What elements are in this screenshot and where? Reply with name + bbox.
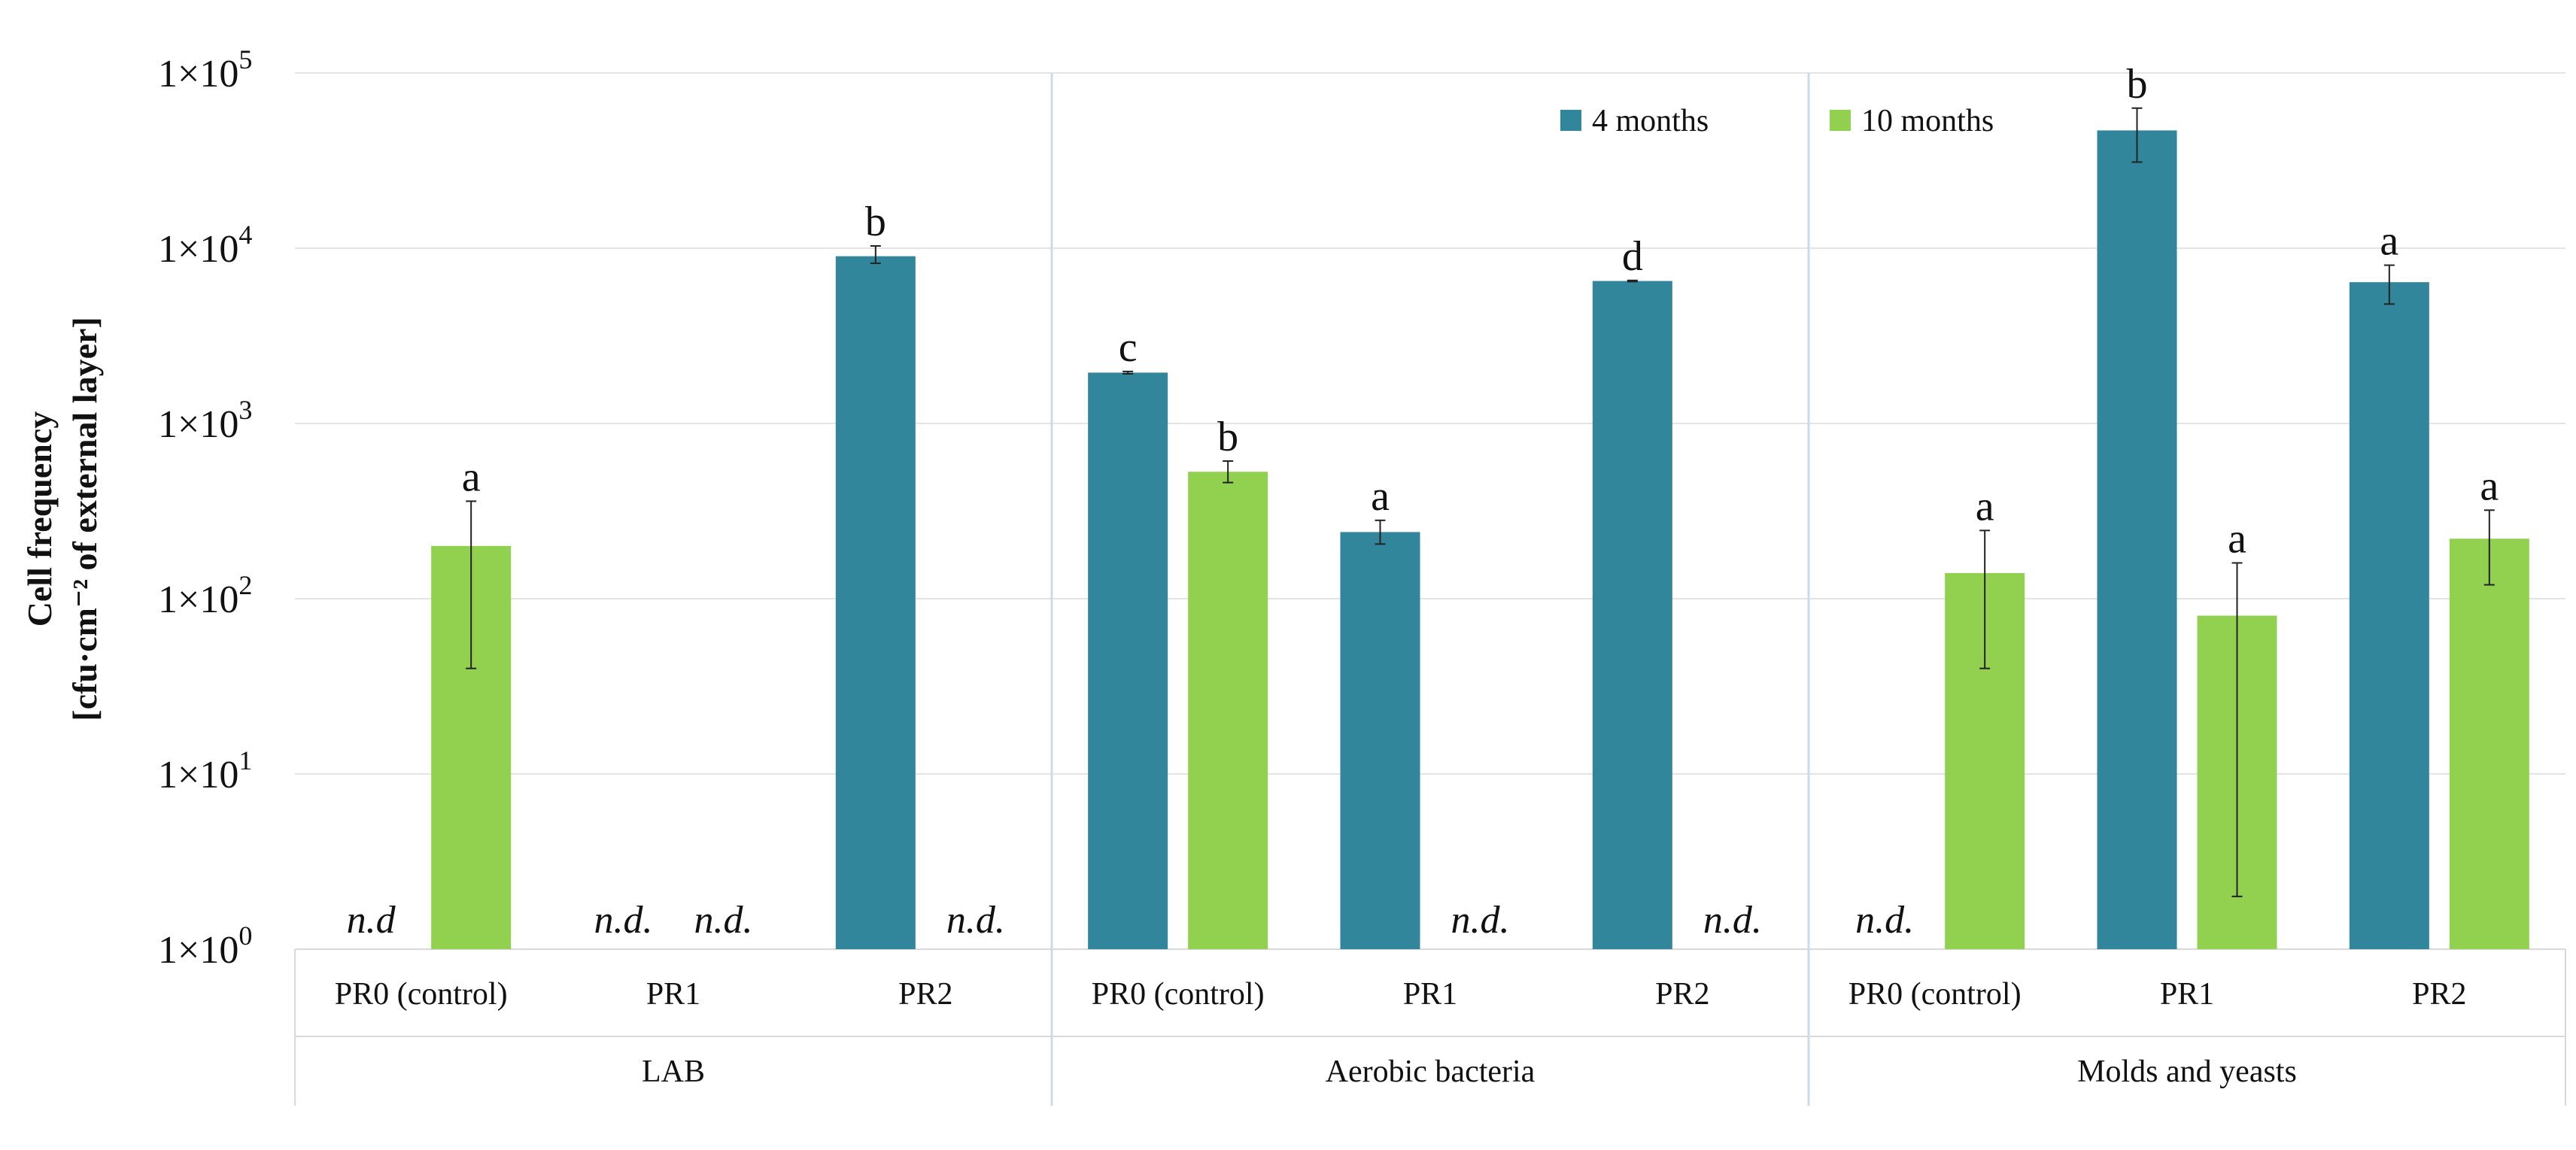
- bar-g2-c1-s0: [2097, 130, 2177, 949]
- significance-label-g2-c1-s0: b: [2127, 61, 2148, 108]
- significance-label-g1-c1-s0: a: [1371, 473, 1390, 520]
- legend-swatch-0: [1560, 110, 1581, 131]
- not-detected-label-g0-c1-s1: n.d.: [694, 899, 753, 942]
- category-label-2-0: PR0 (control): [1848, 977, 2022, 1012]
- not-detected-label-g1-c1-s1: n.d.: [1451, 899, 1510, 942]
- not-detected-label-g2-c0-s0: n.d.: [1855, 899, 1914, 942]
- significance-label-g0-c2-s0: b: [865, 199, 886, 245]
- significance-label-g2-c2-s0: a: [2380, 218, 2398, 265]
- significance-label-g1-c0-s1: b: [1217, 414, 1238, 460]
- legend-swatch-1: [1830, 110, 1851, 131]
- bar-g1-c0-s1: [1188, 472, 1268, 949]
- category-label-2-2: PR2: [2412, 977, 2466, 1012]
- significance-label-g2-c2-s1: a: [2480, 463, 2499, 509]
- significance-label-g2-c0-s1: a: [1976, 483, 1994, 529]
- bar-g2-c2-s1: [2449, 539, 2529, 949]
- bar-g1-c1-s0: [1340, 532, 1420, 949]
- y-tick-label-2: 1×102: [158, 570, 252, 621]
- category-label-1-0: PR0 (control): [1092, 977, 1265, 1012]
- category-label-1-1: PR1: [1403, 977, 1457, 1012]
- y-tick-label-0: 1×100: [158, 921, 252, 972]
- y-tick-label-4: 1×104: [158, 220, 252, 271]
- y-axis-title-line1: Cell frequency: [20, 411, 59, 627]
- not-detected-label-g0-c1-s0: n.d.: [594, 899, 653, 942]
- legend-label-0: 4 months: [1592, 104, 1709, 138]
- bar-g2-c2-s0: [2349, 282, 2429, 950]
- group-label-0: LAB: [642, 1054, 705, 1089]
- y-tick-label-5: 1×105: [158, 44, 252, 96]
- significance-label-g2-c1-s1: a: [2228, 515, 2246, 562]
- not-detected-label-g0-c0-s0: n.d: [347, 899, 396, 942]
- category-label-2-1: PR1: [2160, 977, 2214, 1012]
- group-label-1: Aerobic bacteria: [1326, 1054, 1536, 1089]
- category-label-0-2: PR2: [898, 977, 952, 1012]
- y-axis-title-line2: [cfu·cm⁻² of external layer]: [65, 317, 104, 721]
- significance-label-g0-c0-s1: a: [462, 454, 481, 500]
- not-detected-label-g0-c2-s1: n.d.: [946, 899, 1005, 942]
- category-label-1-2: PR2: [1655, 977, 1709, 1012]
- category-label-0-1: PR1: [646, 977, 700, 1012]
- category-label-0-0: PR0 (control): [335, 977, 508, 1012]
- legend-label-1: 10 months: [1861, 104, 1994, 138]
- bar-g1-c0-s0: [1088, 372, 1168, 949]
- significance-label-g1-c0-s0: c: [1119, 324, 1138, 371]
- significance-label-g1-c2-s0: d: [1622, 233, 1643, 280]
- bar-g0-c2-s0: [835, 256, 916, 949]
- not-detected-label-g1-c2-s1: n.d.: [1703, 899, 1762, 942]
- y-tick-label-3: 1×103: [158, 395, 252, 446]
- y-tick-label-1: 1×101: [158, 745, 252, 797]
- group-label-2: Molds and yeasts: [2077, 1054, 2297, 1089]
- bar-g1-c2-s0: [1592, 281, 1672, 949]
